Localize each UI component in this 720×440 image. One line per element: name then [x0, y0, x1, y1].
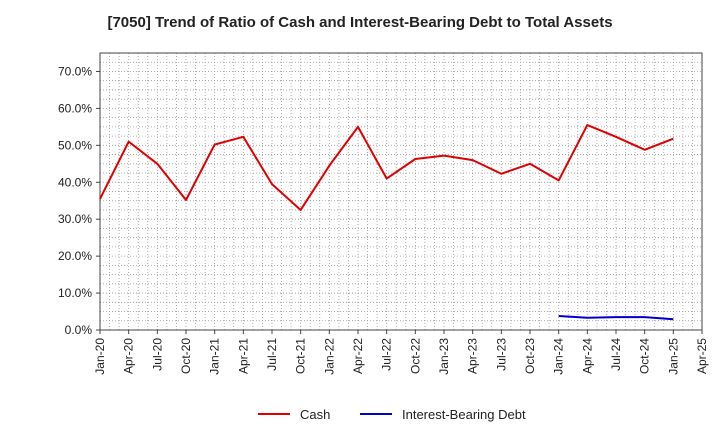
x-tick-label: Jul-23 [494, 338, 508, 371]
x-tick-label: Oct-23 [523, 338, 537, 374]
x-tick-label: Oct-20 [179, 338, 193, 374]
y-tick-label: 60.0% [58, 101, 92, 115]
x-tick-label: Apr-21 [236, 338, 250, 374]
x-tick-label: Oct-24 [638, 338, 652, 374]
x-tick-label: Oct-21 [294, 338, 308, 374]
x-tick-label: Apr-22 [351, 338, 365, 374]
x-tick-label: Jul-21 [265, 338, 279, 371]
x-tick-label: Apr-25 [695, 338, 709, 374]
x-tick-label: Oct-22 [408, 338, 422, 374]
legend-label-interest-bearing-debt: Interest-Bearing Debt [402, 407, 526, 422]
series-line-interest-bearing-debt [558, 314, 674, 321]
x-tick-label: Apr-20 [122, 338, 136, 374]
y-tick-label: 50.0% [58, 138, 92, 152]
x-tick-label: Jan-25 [666, 338, 680, 375]
x-tick-label: Jul-22 [380, 338, 394, 371]
x-tick-label: Jan-23 [437, 338, 451, 375]
x-tick-label: Jan-24 [552, 338, 566, 375]
y-tick-label: 30.0% [58, 212, 92, 226]
x-tick-label: Jan-20 [93, 338, 107, 375]
chart-title: [7050] Trend of Ratio of Cash and Intere… [107, 14, 613, 31]
x-tick-label: Jul-24 [609, 338, 623, 371]
y-tick-label: 70.0% [58, 64, 92, 78]
legend-label-cash: Cash [300, 407, 330, 422]
x-tick-label: Jul-20 [150, 338, 164, 371]
y-tick-label: 10.0% [58, 286, 92, 300]
x-tick-label: Jan-22 [322, 338, 336, 375]
x-tick-label: Jan-21 [208, 338, 222, 375]
y-tick-label: 40.0% [58, 175, 92, 189]
y-tick-label: 0.0% [65, 323, 93, 337]
plot-border [99, 52, 703, 331]
series-line-cash [99, 124, 674, 211]
x-tick-label: Apr-23 [466, 338, 480, 374]
x-tick-label: Apr-24 [580, 338, 594, 374]
y-tick-label: 20.0% [58, 249, 92, 263]
